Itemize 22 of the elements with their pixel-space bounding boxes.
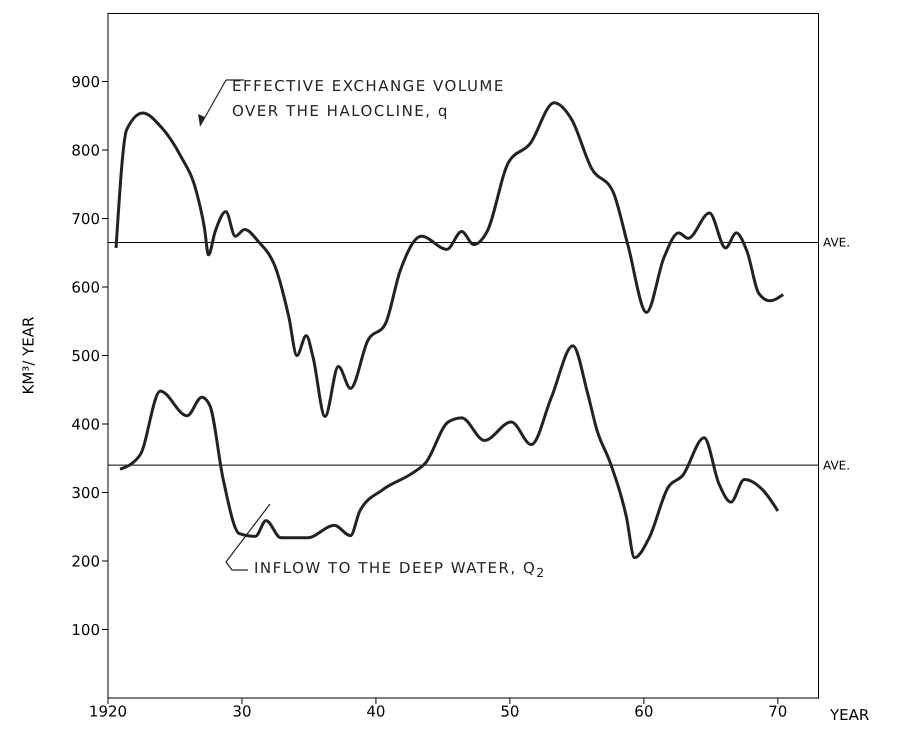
x-tick-label: 40 [366,702,386,721]
x-tick-label: 60 [634,702,654,721]
ref-line-label: AVE. [823,236,850,250]
y-tick-label: 500 [71,346,100,365]
series-label: INFLOW TO THE DEEP WATER, Q$_{2}$ [254,558,546,582]
x-tick-label: 50 [500,702,520,721]
y-axis-title: KM³/ YEAR [19,316,38,394]
x-tick-label: 1920 [88,702,128,721]
x-axis-title: YEAR [830,706,870,724]
line-series [114,101,785,418]
y-tick-label: 800 [71,141,100,160]
x-tick-label: 30 [232,702,252,721]
y-tick-label: 200 [71,552,100,570]
y-tick-label: 700 [71,210,100,228]
y-tick-label: 600 [71,278,100,296]
y-tick-label: 300 [71,484,100,502]
y-tick-label: 400 [71,415,100,434]
line-series [118,344,780,560]
ref-line-label: AVE. [823,458,850,472]
y-tick-label: 100 [71,620,100,639]
x-tick-label: 70 [768,702,788,721]
y-tick-label: 900 [71,72,100,91]
